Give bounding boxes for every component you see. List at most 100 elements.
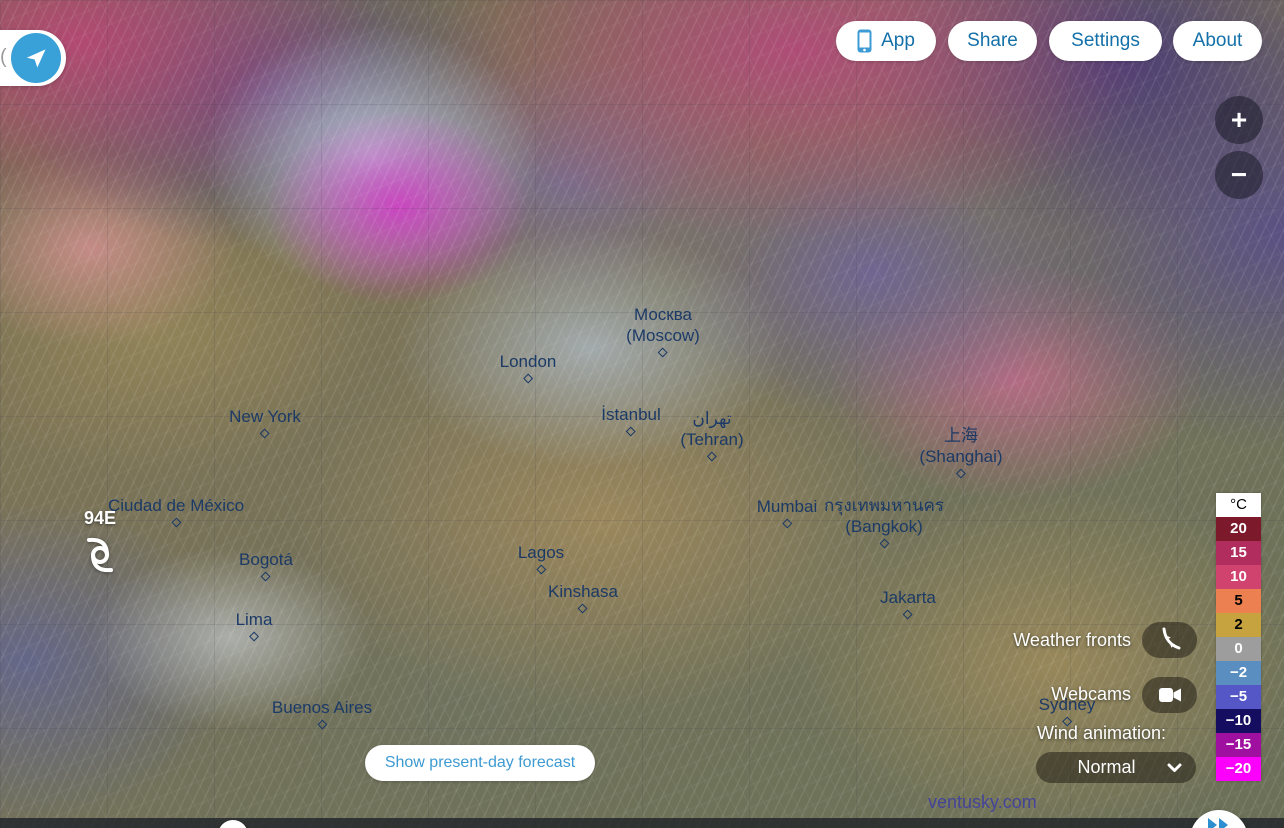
city-alt-name: (Shanghai) [919,447,1003,466]
city-label[interactable]: Jakarta [880,587,936,620]
city-marker-icon [523,373,533,384]
city-label[interactable]: İstanbul [601,404,661,437]
city-label[interactable]: Kinshasa [548,581,618,614]
city-marker-icon [782,518,792,529]
fast-forward-icon [1208,818,1228,828]
ventusky-watermark: ventusky.com [928,792,1037,812]
city-alt-name: (Bangkok) [845,517,923,536]
city-label[interactable]: Buenos Aires [271,697,373,730]
collapsed-panel-glyph[interactable]: ( [0,46,7,68]
city-label[interactable]: تهران (Tehran) [680,408,744,462]
about-button[interactable]: About [1173,21,1262,61]
city-name: New York [229,407,301,426]
video-camera-icon [1158,688,1181,702]
about-button-label: About [1192,30,1243,51]
city-name: Sydney [1038,695,1096,714]
city-name: London [499,352,557,371]
zoom-in-button[interactable]: + [1215,96,1263,144]
city-name: Mumbai [756,497,818,516]
legend-stop-0: 0 [1216,637,1261,661]
share-button[interactable]: Share [948,21,1037,61]
city-label[interactable]: Москва (Moscow) [626,304,700,358]
city-name: Jakarta [880,588,936,607]
send-arrow-icon [26,49,46,68]
plus-icon: + [1230,104,1248,135]
app-button-label: App [881,30,915,51]
wind-animation-select[interactable]: Normal [1036,752,1196,783]
temperature-legend: °C 20 15 10 5 2 0 −2 −5 −10 −15 −20 [1216,493,1261,781]
city-marker-icon [536,564,546,575]
settings-button-label: Settings [1071,30,1140,51]
city-marker-icon [249,631,259,642]
city-marker-icon [171,517,181,528]
city-marker-icon [317,719,327,730]
city-name: Bogotá [239,550,293,569]
city-label[interactable]: กรุงเทพมหานคร (Bangkok) [823,495,945,549]
next-day-button[interactable] [1190,810,1248,828]
city-name: Kinshasa [548,582,618,601]
legend-stop-−10: −10 [1216,709,1261,733]
city-marker-icon [261,571,271,582]
city-label[interactable]: Ciudad de México [107,495,245,528]
timeline-bar[interactable] [0,818,1284,828]
city-label[interactable]: Lagos [517,542,565,575]
city-name: تهران [692,409,732,428]
city-name: กรุงเทพมหานคร [823,496,945,515]
city-name: Buenos Aires [271,698,373,717]
zoom-out-button[interactable]: − [1215,151,1263,199]
weather-fronts-button[interactable] [1142,622,1197,658]
city-marker-icon [956,468,966,479]
city-name: 上海 [943,426,978,445]
legend-stop-−5: −5 [1216,685,1261,709]
minus-icon: − [1230,159,1248,190]
storm-label: 94E [84,508,117,528]
legend-stop-−20: −20 [1216,757,1261,781]
city-name: Ciudad de México [107,496,245,515]
weather-front-icon [1162,627,1180,650]
city-name: İstanbul [601,405,661,424]
city-label[interactable]: London [499,351,557,384]
city-label[interactable]: Mumbai [756,496,818,529]
city-marker-icon [578,603,588,614]
city-label[interactable]: New York [229,406,301,439]
city-name: Lagos [517,543,565,562]
smartphone-icon [857,29,872,53]
city-label[interactable]: Lima [235,609,273,642]
wind-animation-value: Normal [1077,757,1136,777]
city-marker-icon [626,426,636,437]
city-alt-name: (Tehran) [680,430,744,449]
city-marker-icon [879,538,889,549]
legend-stop-20: 20 [1216,517,1261,541]
app-button[interactable]: App [836,21,936,61]
legend-stop-−2: −2 [1216,661,1261,685]
legend-stop-10: 10 [1216,565,1261,589]
timeline-handle[interactable] [218,820,248,828]
locate-me-button[interactable] [11,33,61,83]
share-button-label: Share [967,30,1018,51]
legend-stop-−15: −15 [1216,733,1261,757]
webcams-label: Webcams [1051,684,1131,704]
city-label[interactable]: 上海 (Shanghai) [919,425,1003,479]
city-marker-icon [260,428,270,439]
legend-stop-2: 2 [1216,613,1261,637]
city-alt-name: (Moscow) [626,326,700,345]
city-label[interactable]: Bogotá [239,549,293,582]
city-name: Москва [633,305,693,324]
weather-fronts-label: Weather fronts [1013,630,1131,650]
settings-button[interactable]: Settings [1049,21,1162,61]
show-forecast-label: Show present-day forecast [384,754,576,771]
city-marker-icon [707,451,717,462]
city-marker-icon [903,609,913,620]
cyclone-icon [87,537,113,573]
city-marker-icon [658,347,668,358]
city-name: Lima [235,610,273,629]
legend-stop-15: 15 [1216,541,1261,565]
show-forecast-button[interactable]: Show present-day forecast [365,745,595,781]
storm-marker[interactable]: 94E [76,508,124,577]
webcams-button[interactable] [1142,677,1197,713]
city-label[interactable]: Sydney [1038,694,1096,727]
